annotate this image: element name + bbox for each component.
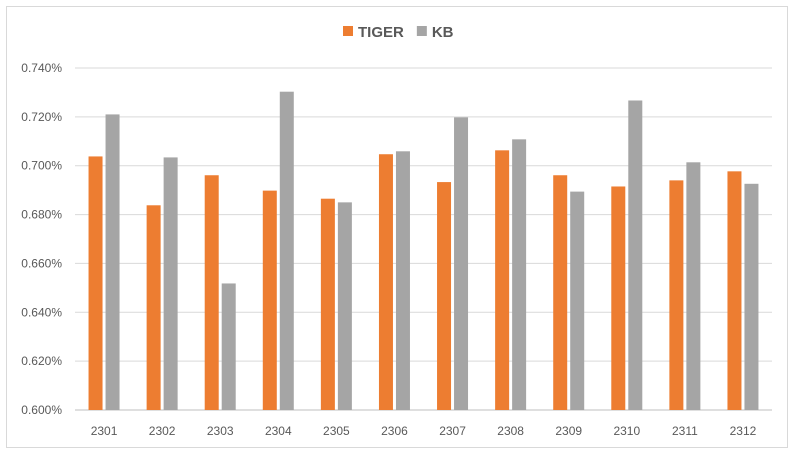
y-tick-label: 0.660% bbox=[21, 256, 62, 270]
bar-kb-2308 bbox=[512, 139, 527, 410]
bar-tiger-2301 bbox=[88, 156, 103, 410]
bars bbox=[88, 91, 759, 411]
bar-tiger-2306 bbox=[378, 154, 393, 410]
bar-kb-2303 bbox=[221, 283, 236, 410]
y-tick-label: 0.740% bbox=[21, 61, 62, 75]
y-tick-label: 0.700% bbox=[21, 159, 62, 173]
x-tick-label: 2311 bbox=[672, 424, 698, 438]
bar-kb-2309 bbox=[570, 191, 585, 410]
x-tick-label: 2310 bbox=[613, 424, 640, 438]
x-tick-label: 2301 bbox=[91, 424, 118, 438]
y-tick-label: 0.620% bbox=[21, 354, 62, 368]
x-tick-label: 2305 bbox=[323, 424, 350, 438]
x-tick-label: 2308 bbox=[497, 424, 524, 438]
bar-tiger-2311 bbox=[669, 180, 684, 410]
y-tick-label: 0.600% bbox=[21, 403, 62, 417]
legend-label-kb: KB bbox=[432, 24, 454, 41]
legend-swatch-tiger bbox=[343, 26, 353, 36]
bar-tiger-2307 bbox=[437, 182, 452, 410]
y-tick-label: 0.720% bbox=[21, 110, 62, 124]
bar-tiger-2302 bbox=[146, 205, 161, 410]
y-tick-label: 0.640% bbox=[21, 305, 62, 319]
bar-tiger-2312 bbox=[727, 171, 742, 410]
legend-swatch-kb bbox=[416, 26, 427, 36]
x-tick-label: 2309 bbox=[555, 424, 582, 438]
bar-tiger-2309 bbox=[553, 175, 568, 410]
legend: TIGER KB bbox=[343, 24, 454, 41]
bar-kb-2310 bbox=[628, 100, 643, 411]
gridlines bbox=[75, 67, 772, 411]
x-tick-label: 2307 bbox=[439, 424, 466, 438]
bar-kb-2304 bbox=[279, 91, 294, 411]
bar-tiger-2304 bbox=[262, 190, 277, 410]
bar-tiger-2305 bbox=[320, 198, 335, 410]
x-axis-ticks: 2301 2302 2303 2304 2305 2306 2307 2308 2309 2310… bbox=[91, 424, 757, 438]
bar-kb-2311 bbox=[686, 162, 701, 410]
x-tick-label: 2304 bbox=[265, 424, 292, 438]
legend-label-tiger: TIGER bbox=[358, 24, 404, 41]
y-tick-label: 0.680% bbox=[21, 208, 62, 222]
bar-kb-2312 bbox=[744, 183, 759, 410]
bar-tiger-2303 bbox=[204, 175, 219, 410]
bar-kb-2307 bbox=[454, 117, 469, 411]
bar-kb-2301 bbox=[105, 114, 120, 411]
x-tick-label: 2302 bbox=[149, 424, 176, 438]
bar-tiger-2310 bbox=[611, 186, 626, 410]
y-axis-ticks: 0.600% 0.620% 0.640% 0.660% 0.680% 0.700% 0.72… bbox=[21, 61, 62, 417]
bar-kb-2302 bbox=[163, 157, 178, 410]
bar-tiger-2308 bbox=[495, 150, 510, 410]
bar-kb-2306 bbox=[395, 151, 410, 410]
x-tick-label: 2306 bbox=[381, 424, 408, 438]
bar-kb-2305 bbox=[337, 202, 352, 410]
x-tick-label: 2303 bbox=[207, 424, 234, 438]
x-tick-label: 2312 bbox=[730, 424, 757, 438]
